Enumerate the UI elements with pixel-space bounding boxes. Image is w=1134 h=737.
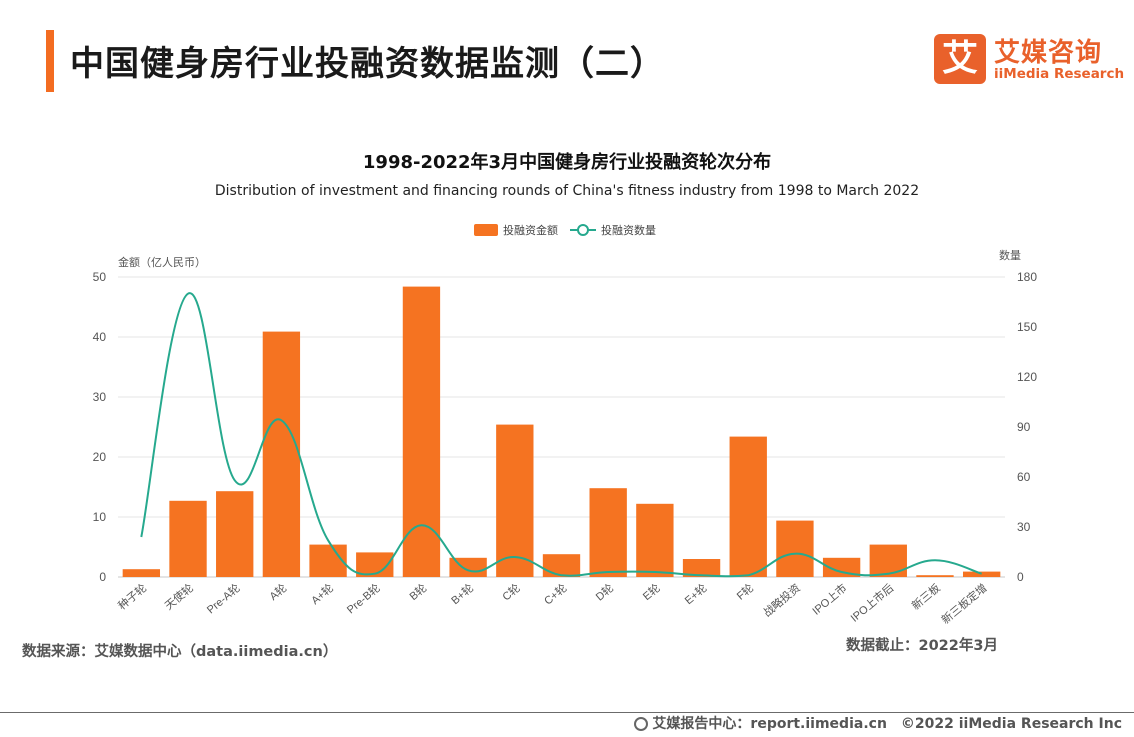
x-tick-label: D轮 — [593, 581, 617, 604]
x-tick-label: 战略投资 — [760, 581, 803, 620]
x-tick-label: E+轮 — [682, 581, 710, 608]
legend-line-label: 投融资数量 — [601, 223, 656, 237]
bar-1 — [169, 500, 207, 577]
count-series-line — [140, 292, 982, 578]
y-left-tick-label: 10 — [93, 510, 107, 524]
footer-bar: 艾媒报告中心：report.iimedia.cn ©2022 iiMedia Re… — [634, 713, 1122, 733]
logo-mark-icon: 艾 — [934, 34, 986, 84]
page-title: 中国健身房行业投融资数据监测（二） — [70, 44, 665, 84]
report-site: 艾媒报告中心：report.iimedia.cn — [652, 716, 887, 732]
logo-english-name: iiMedia Research — [994, 66, 1125, 82]
footer-divider — [0, 712, 1134, 713]
x-tick-label: 种子轮 — [115, 581, 149, 613]
bar-0 — [122, 569, 161, 577]
y-left-tick-label: 20 — [93, 450, 107, 464]
investment-rounds-chart: 0 10 20 30 40 50 0 30 60 90 120 150 180 金额（亿人民币） 数量种子轮… — [93, 223, 1038, 627]
y-right-tick-label: 180 — [1017, 270, 1037, 284]
x-tick-label: IPO上市 — [809, 581, 849, 618]
bar-8 — [496, 424, 534, 577]
x-tick-label: A+轮 — [308, 581, 336, 608]
bar-12 — [682, 559, 721, 577]
y-right-tick-label: 120 — [1017, 370, 1037, 384]
bar-10 — [589, 488, 627, 577]
bar-15 — [822, 557, 861, 577]
bar-17 — [916, 575, 954, 577]
x-tick-label: F轮 — [734, 581, 757, 603]
legend-bar-label: 投融资金额 — [503, 223, 558, 237]
y-left-tick-label: 40 — [93, 330, 107, 344]
y-left-tick-label: 30 — [93, 390, 107, 404]
bar-11 — [636, 503, 674, 577]
x-tick-label: E轮 — [640, 581, 663, 604]
bar-16 — [869, 544, 907, 577]
chart-title: 1998-2022年3月中国健身房行业投融资轮次分布 — [362, 152, 772, 173]
y-right-tick-label: 150 — [1017, 320, 1037, 334]
x-tick-label: C轮 — [499, 581, 523, 604]
legend-bar-swatch — [474, 224, 498, 236]
x-tick-label: IPO上市后 — [847, 581, 896, 625]
y-right-tick-label: 0 — [1017, 570, 1024, 584]
x-tick-label: 新三板 — [909, 581, 943, 613]
legend-line-marker — [577, 224, 589, 236]
data-source: 数据来源：艾媒数据中心（data.iimedia.cn） — [22, 644, 338, 660]
iimedia-logo: 艾 艾媒咨询 iiMedia Research — [934, 34, 1124, 86]
bar-3 — [262, 331, 301, 577]
y-left-axis-title: 金额（亿人民币） — [118, 255, 206, 269]
x-tick-label: B+轮 — [448, 581, 476, 608]
y-right-tick-label: 60 — [1017, 470, 1031, 484]
x-tick-label: A轮 — [266, 581, 289, 604]
bar-18 — [962, 571, 1001, 577]
bar-14 — [776, 520, 814, 577]
x-tick-label: Pre-A轮 — [204, 581, 243, 617]
y-left-tick-label: 50 — [93, 270, 107, 284]
logo-chinese-name: 艾媒咨询 — [994, 38, 1103, 68]
title-accent-bar — [46, 30, 54, 92]
x-tick-label: B轮 — [406, 581, 429, 604]
y-right-axis-title: 数量 — [999, 249, 1021, 262]
x-tick-label: 新三板定增 — [938, 581, 989, 627]
bar-4 — [309, 544, 347, 577]
globe-icon — [634, 717, 649, 731]
bar-2 — [216, 491, 254, 577]
y-right-tick-label: 30 — [1017, 520, 1031, 534]
y-left-tick-label: 0 — [99, 570, 106, 584]
x-tick-label: 天使轮 — [162, 581, 196, 613]
chart-subtitle: Distribution of investment and financing… — [214, 183, 920, 199]
y-right-tick-label: 90 — [1017, 420, 1031, 434]
x-tick-label: C+轮 — [541, 581, 569, 608]
x-tick-label: Pre-B轮 — [344, 581, 383, 617]
copyright: ©2022 iiMedia Research Inc — [900, 716, 1122, 732]
data-cutoff: 数据截止：2022年3月 — [846, 638, 998, 654]
bar-6 — [402, 286, 441, 577]
bar-13 — [729, 436, 767, 577]
bar-9 — [542, 554, 581, 577]
